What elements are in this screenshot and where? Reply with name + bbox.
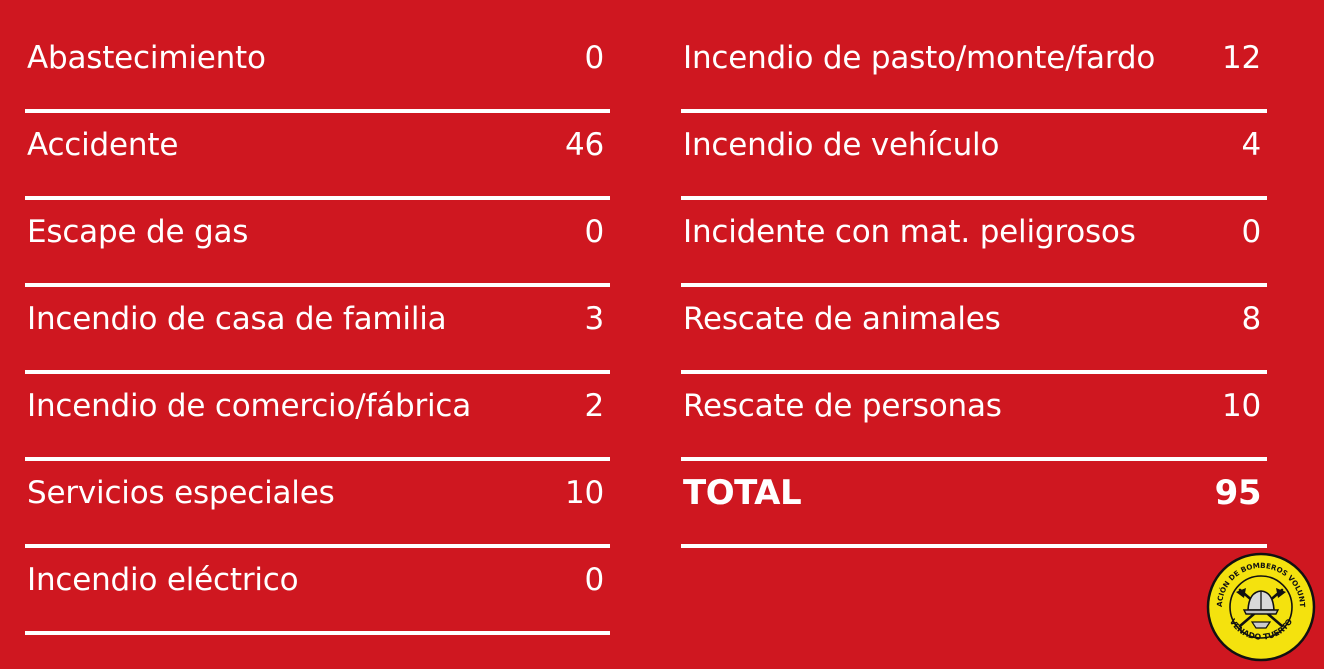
row-divider	[681, 544, 1267, 548]
firefighter-helmet-axes-icon	[1236, 588, 1286, 629]
row-divider	[25, 631, 610, 635]
total-label: TOTAL	[683, 473, 802, 513]
stat-value: 0	[584, 40, 604, 76]
stat-row-incendio-electrico: Incendio eléctrico 0	[25, 550, 610, 635]
row-divider	[681, 109, 1267, 113]
stat-value: 10	[1221, 388, 1261, 424]
stat-value: 12	[1221, 40, 1261, 76]
stat-row-incendio-vehiculo: Incendio de vehículo 4	[681, 115, 1267, 200]
stat-label: Accidente	[27, 127, 179, 163]
stat-row-total: TOTAL 95	[681, 463, 1267, 548]
stat-row-accidente: Accidente 46	[25, 115, 610, 200]
stat-value: 4	[1241, 127, 1261, 163]
stat-label: Incidente con mat. peligrosos	[683, 214, 1136, 250]
stat-label: Rescate de personas	[683, 388, 1002, 424]
stat-row-rescate-personas: Rescate de personas 10	[681, 376, 1267, 461]
row-divider	[25, 370, 610, 374]
stat-row-escape-de-gas: Escape de gas 0	[25, 202, 610, 287]
stat-value: 10	[564, 475, 604, 511]
left-column: Abastecimiento 0 Accidente 46 Escape de …	[25, 28, 610, 637]
stat-label: Rescate de animales	[683, 301, 1001, 337]
row-divider	[25, 457, 610, 461]
stat-value: 3	[584, 301, 604, 337]
stat-row-rescate-animales: Rescate de animales 8	[681, 289, 1267, 374]
stat-label: Abastecimiento	[27, 40, 266, 76]
stat-label: Incendio de vehículo	[683, 127, 1000, 163]
stat-value: 46	[564, 127, 604, 163]
total-value: 95	[1214, 473, 1262, 513]
row-divider	[25, 109, 610, 113]
stat-row-incendio-casa: Incendio de casa de familia 3	[25, 289, 610, 374]
stat-label: Incendio eléctrico	[27, 562, 299, 598]
row-divider	[681, 283, 1267, 287]
stat-value: 8	[1241, 301, 1261, 337]
row-divider	[25, 283, 610, 287]
stat-row-mat-peligrosos: Incidente con mat. peligrosos 0	[681, 202, 1267, 287]
firefighters-association-seal: ASOCIACIÓN DE BOMBEROS VOLUNTARIOS VENAD…	[1206, 552, 1316, 662]
row-divider	[25, 544, 610, 548]
stat-label: Servicios especiales	[27, 475, 335, 511]
row-divider	[681, 370, 1267, 374]
stat-label: Incendio de pasto/monte/fardo	[683, 40, 1156, 76]
row-divider	[681, 457, 1267, 461]
stat-row-incendio-pasto: Incendio de pasto/monte/fardo 12	[681, 28, 1267, 113]
stat-row-abastecimiento: Abastecimiento 0	[25, 28, 610, 113]
stat-row-servicios-especiales: Servicios especiales 10	[25, 463, 610, 548]
stat-value: 2	[584, 388, 604, 424]
stat-label: Incendio de comercio/fábrica	[27, 388, 472, 424]
row-divider	[681, 196, 1267, 200]
stat-value: 0	[584, 562, 604, 598]
row-divider	[25, 196, 610, 200]
stat-row-incendio-comercio: Incendio de comercio/fábrica 2	[25, 376, 610, 461]
stat-label: Escape de gas	[27, 214, 249, 250]
stat-value: 0	[584, 214, 604, 250]
right-column: Incendio de pasto/monte/fardo 12 Incendi…	[681, 28, 1267, 550]
stat-label: Incendio de casa de familia	[27, 301, 447, 337]
stat-value: 0	[1241, 214, 1261, 250]
